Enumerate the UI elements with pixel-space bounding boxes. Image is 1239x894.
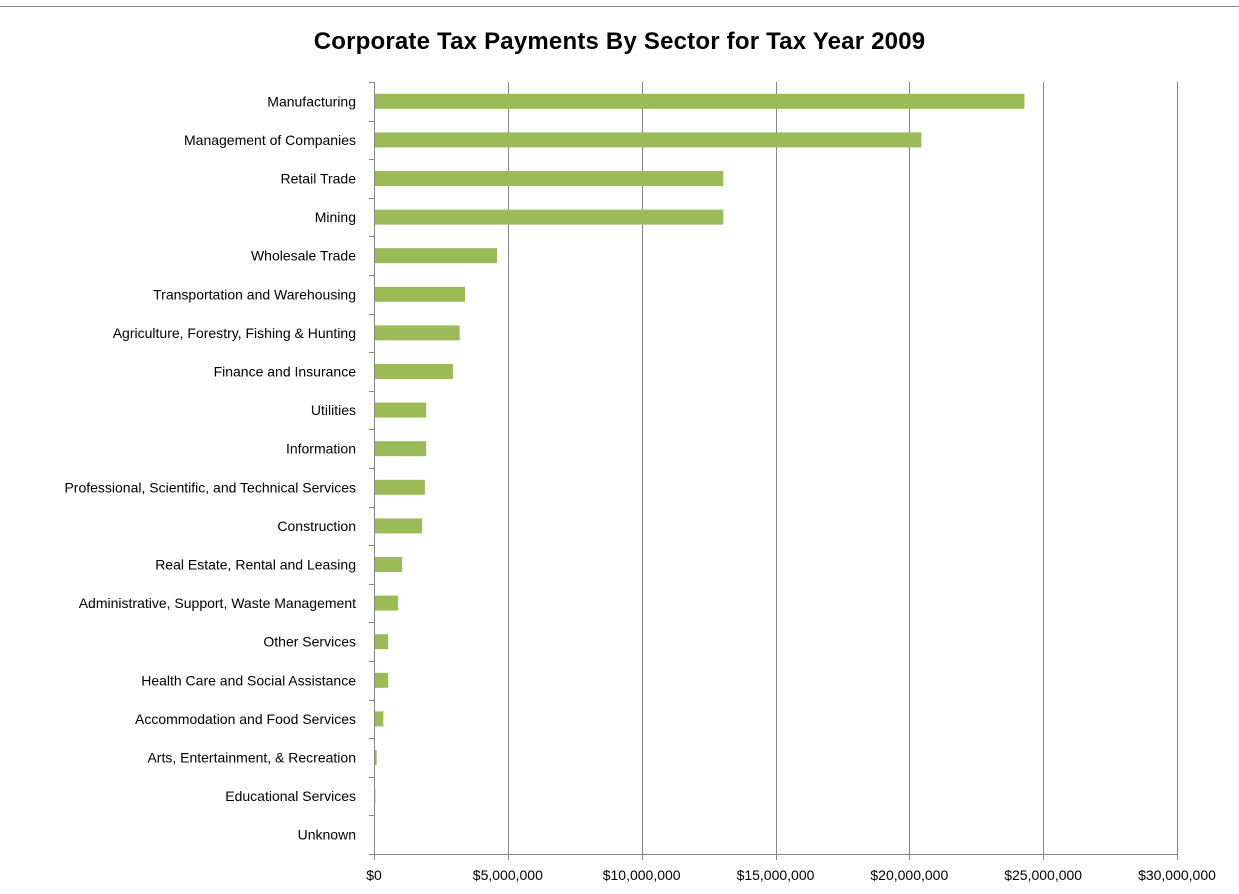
category-label-9: Information xyxy=(286,441,356,457)
category-label-5: Transportation and Warehousing xyxy=(153,286,356,302)
bar-9 xyxy=(374,441,427,457)
category-label-15: Health Care and Social Assistance xyxy=(141,672,356,688)
category-label-0: Manufacturing xyxy=(267,93,356,109)
x-tick-label-5: $25,000,000 xyxy=(1004,867,1082,883)
bar-13 xyxy=(374,595,399,611)
bar-3 xyxy=(374,209,724,225)
bar-1 xyxy=(374,132,922,148)
x-tick-label-1: $5,000,000 xyxy=(473,867,543,883)
bar-5 xyxy=(374,286,466,302)
category-label-18: Educational Services xyxy=(225,788,356,804)
category-label-11: Construction xyxy=(277,518,356,534)
bar-12 xyxy=(374,557,403,572)
top-divider-line xyxy=(0,6,1239,7)
category-label-17: Arts, Entertainment, & Recreation xyxy=(147,750,356,766)
x-tick-label-2: $10,000,000 xyxy=(603,867,681,883)
category-label-13: Administrative, Support, Waste Managemen… xyxy=(79,595,356,611)
bar-8 xyxy=(374,402,427,418)
category-label-1: Management of Companies xyxy=(184,132,356,148)
category-label-2: Retail Trade xyxy=(281,171,357,187)
x-tick-label-4: $20,000,000 xyxy=(870,867,948,883)
bar-2 xyxy=(374,171,724,186)
category-label-4: Wholesale Trade xyxy=(251,248,356,264)
category-label-14: Other Services xyxy=(263,634,356,650)
bar-6 xyxy=(374,325,460,341)
chart-title: Corporate Tax Payments By Sector for Tax… xyxy=(313,28,926,55)
category-label-12: Real Estate, Rental and Leasing xyxy=(155,557,356,573)
x-tick-label-3: $15,000,000 xyxy=(737,867,815,883)
x-tick-label-6: $30,000,000 xyxy=(1138,867,1216,883)
category-label-6: Agriculture, Forestry, Fishing & Hunting xyxy=(113,325,356,341)
category-label-16: Accommodation and Food Services xyxy=(135,711,356,727)
bar-10 xyxy=(374,479,425,495)
bar-4 xyxy=(374,248,498,264)
bar-16 xyxy=(374,711,384,727)
category-label-10: Professional, Scientific, and Technical … xyxy=(64,479,356,495)
bar-11 xyxy=(374,518,423,534)
category-label-3: Mining xyxy=(315,209,356,225)
category-label-19: Unknown xyxy=(298,827,356,843)
bar-17 xyxy=(374,750,377,765)
x-tick-label-0: $0 xyxy=(366,867,382,883)
bar-15 xyxy=(374,672,389,688)
category-label-8: Utilities xyxy=(311,402,356,418)
category-label-7: Finance and Insurance xyxy=(214,364,357,380)
bar-7 xyxy=(374,364,453,379)
bar-14 xyxy=(374,634,389,650)
bar-0 xyxy=(374,93,1025,109)
